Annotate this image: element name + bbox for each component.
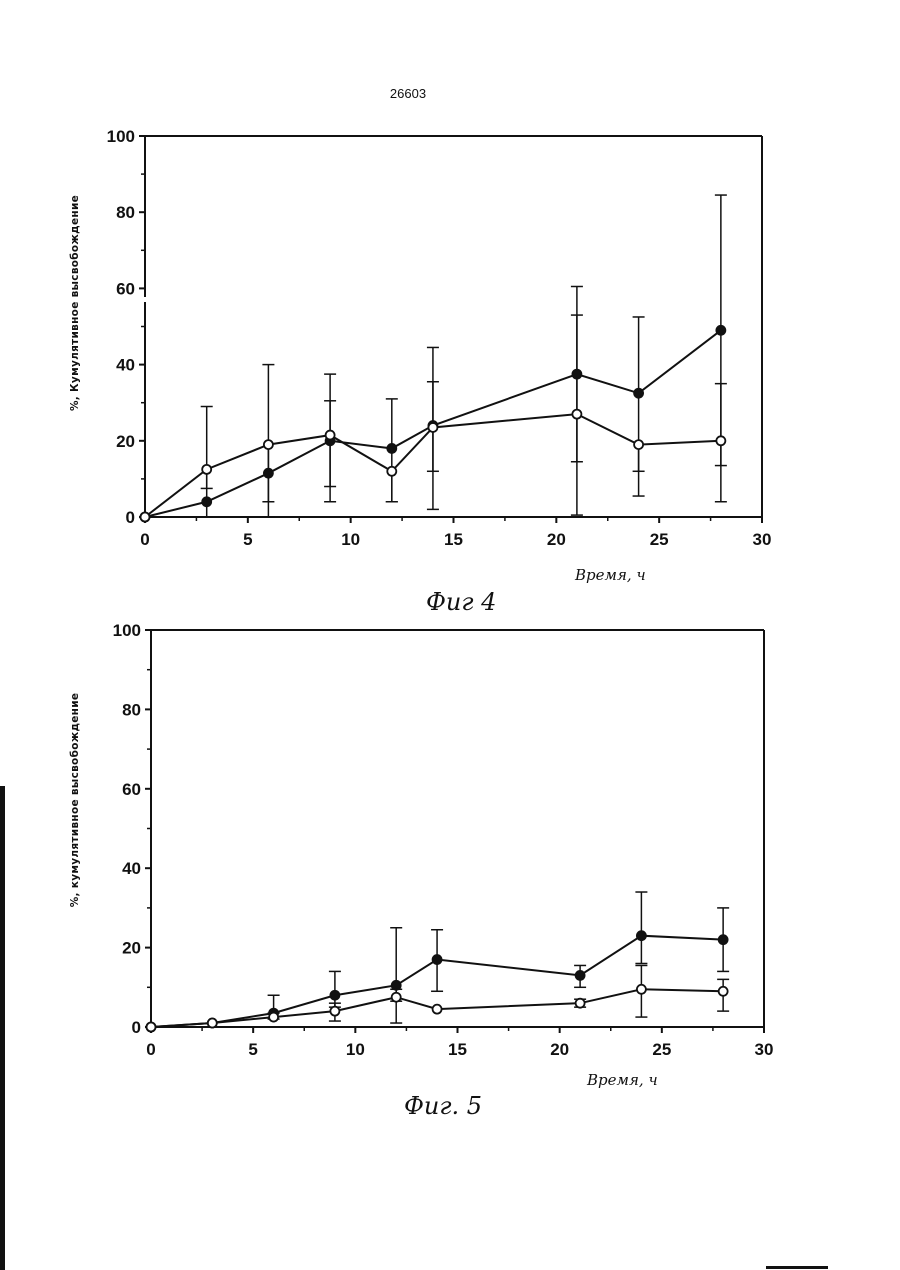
y-tick-label: 0 bbox=[126, 508, 135, 527]
data-point-open bbox=[428, 423, 437, 432]
y-tick-label: 40 bbox=[116, 356, 135, 375]
figure-4-chart: 0 20 40 60 80 100 0 5 10 15 20 25 30 %, Кумулятивное … bbox=[69, 127, 771, 616]
data-point-filled bbox=[572, 370, 581, 379]
data-point-filled bbox=[202, 497, 211, 506]
y-axis-label: %, Кумулятивное высвобождение bbox=[69, 195, 81, 411]
data-point-filled bbox=[719, 935, 728, 944]
figure-caption: Фиг 4 bbox=[426, 588, 496, 616]
x-tick-label: 5 bbox=[248, 1040, 257, 1059]
data-point-open bbox=[326, 431, 335, 440]
data-point-open bbox=[202, 465, 211, 474]
data-point-open bbox=[576, 999, 585, 1008]
data-point-open bbox=[264, 440, 273, 449]
data-point-open bbox=[269, 1013, 278, 1022]
data-point-open bbox=[637, 985, 646, 994]
data-point-open bbox=[330, 1007, 339, 1016]
data-point-filled bbox=[576, 971, 585, 980]
data-point-filled bbox=[387, 444, 396, 453]
y-tick-label: 80 bbox=[116, 203, 135, 222]
y-tick-label: 80 bbox=[122, 700, 141, 719]
x-tick-label: 15 bbox=[444, 530, 463, 549]
y-tick-label: 20 bbox=[116, 432, 135, 451]
data-point-open bbox=[716, 436, 725, 445]
y-tick-label: 100 bbox=[113, 621, 141, 640]
data-point-open bbox=[392, 993, 401, 1002]
x-tick-label: 20 bbox=[550, 1040, 569, 1059]
data-point-open bbox=[208, 1019, 217, 1028]
x-tick-label: 0 bbox=[140, 530, 149, 549]
y-tick-label: 60 bbox=[122, 780, 141, 799]
x-tick-label: 15 bbox=[448, 1040, 467, 1059]
x-tick-label: 0 bbox=[146, 1040, 155, 1059]
x-axis-label: Время, ч bbox=[574, 566, 646, 584]
data-point-filled bbox=[264, 469, 273, 478]
x-tick-label: 25 bbox=[650, 530, 669, 549]
data-point-filled bbox=[433, 955, 442, 964]
data-point-filled bbox=[330, 991, 339, 1000]
data-point-open bbox=[433, 1005, 442, 1014]
figure-caption: Фиг. 5 bbox=[404, 1092, 482, 1120]
y-tick-label: 20 bbox=[122, 939, 141, 958]
y-axis-label: %, кумулятивное высвобождение bbox=[69, 693, 81, 908]
data-point-open bbox=[141, 513, 150, 522]
figures-canvas: 020406080100051015202530%, Кумулятивное … bbox=[0, 0, 900, 1270]
data-point-open bbox=[634, 440, 643, 449]
figure-5-chart: 0 20 40 60 80 100 0 5 10 15 20 25 30 %, кумулятивное … bbox=[69, 621, 773, 1120]
x-axis-label: Время, ч bbox=[586, 1071, 658, 1089]
x-tick-label: 30 bbox=[753, 530, 772, 549]
x-tick-label: 30 bbox=[755, 1040, 774, 1059]
data-point-open bbox=[572, 410, 581, 419]
x-tick-label: 25 bbox=[652, 1040, 671, 1059]
x-tick-label: 5 bbox=[243, 530, 252, 549]
y-tick-label: 60 bbox=[116, 279, 135, 298]
data-point-open bbox=[719, 987, 728, 996]
x-tick-label: 10 bbox=[346, 1040, 365, 1059]
scan-edge-bar bbox=[0, 786, 5, 1270]
x-tick-label: 20 bbox=[547, 530, 566, 549]
scan-mark bbox=[766, 1266, 828, 1269]
x-tick-label: 10 bbox=[341, 530, 360, 549]
data-point-filled bbox=[392, 981, 401, 990]
data-point-filled bbox=[637, 931, 646, 940]
data-point-filled bbox=[634, 389, 643, 398]
data-point-filled bbox=[716, 326, 725, 335]
y-tick-label: 0 bbox=[132, 1018, 141, 1037]
y-tick-label: 100 bbox=[107, 127, 135, 146]
data-point-open bbox=[147, 1023, 156, 1032]
data-point-open bbox=[387, 467, 396, 476]
y-tick-label: 40 bbox=[122, 859, 141, 878]
